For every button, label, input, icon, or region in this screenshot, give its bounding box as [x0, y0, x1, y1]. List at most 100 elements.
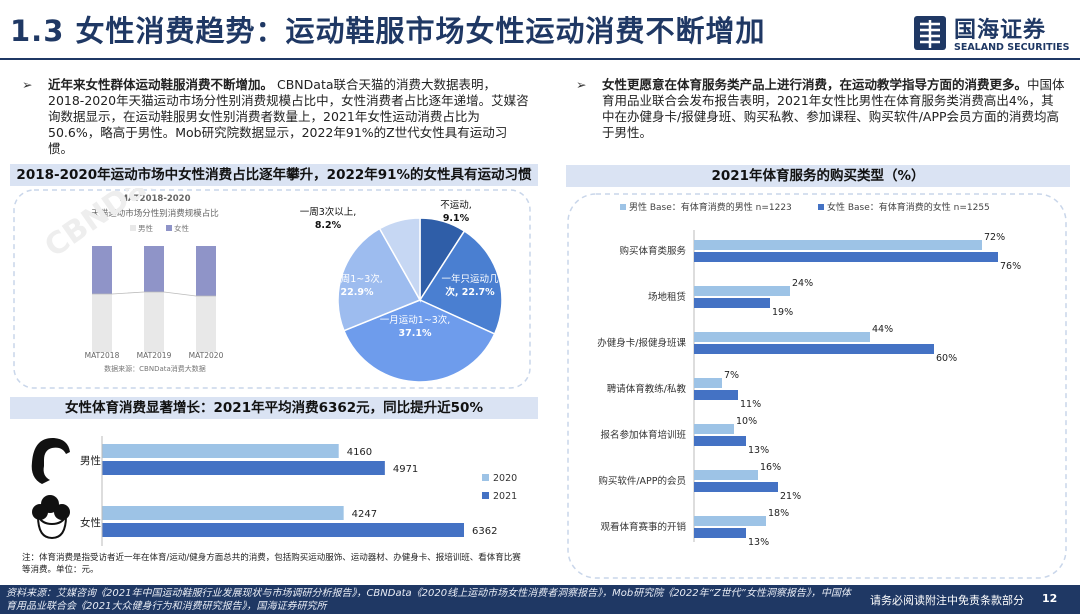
category-label: MAT2020 — [189, 351, 224, 360]
logo-english-name: SEALAND SECURITIES — [954, 42, 1070, 53]
category-label: 办健身卡/报健身班课 — [597, 337, 686, 349]
share-chart-title-1: MAT2018-2020 — [119, 194, 190, 204]
page-title: 1.3 女性消费趋势：运动鞋服市场女性运动消费不断增加 — [10, 14, 766, 48]
pie-label: 8.2% — [315, 220, 342, 231]
service-bar — [694, 436, 746, 446]
logo-chinese-name: 国海证券 — [954, 18, 1047, 43]
right-bullet: ➢ 女性更愿意在体育服务类产品上进行消费，在运动教学指导方面的消费更多。中国体育… — [576, 77, 1066, 141]
value-label: 7% — [724, 370, 739, 381]
legend-label: 2020 — [493, 473, 517, 484]
category-label: 聘请体育教练/私教 — [607, 383, 687, 395]
legend-swatch — [818, 204, 824, 210]
value-label: 13% — [748, 445, 769, 456]
right-bullet-bold: 女性更愿意在体育服务类产品上进行消费，在运动教学指导方面的消费更多。 — [602, 77, 1028, 92]
pie-label: 一周1~3次, — [331, 273, 383, 285]
chart4-band-title: 2021年体育服务的购买类型（%） — [566, 165, 1070, 187]
consumption-bar — [102, 523, 464, 537]
value-label: 19% — [772, 307, 793, 318]
pie-label: 一年只运动几 — [441, 273, 499, 285]
service-chart-legend: 男性 Base：有体育消费的男性 n=1223 女性 Base：有体育消费的女性 … — [620, 201, 990, 213]
share-bar-chart: MAT2018-2020 天猫运动市场分性别消费规模占比 CBNData 男性女… — [39, 188, 224, 373]
bar-female — [92, 246, 112, 294]
share-chart-source: 数据来源：CBNData消费大数据 — [104, 364, 206, 373]
pie-label: 37.1% — [399, 328, 432, 339]
pie-slice — [342, 299, 496, 383]
service-bar — [694, 286, 790, 296]
value-label: 6362 — [472, 526, 497, 537]
legend-label: 女性 Base：有体育消费的女性 n=1255 — [827, 201, 990, 213]
share-chart-legend: 男性 女性 — [130, 223, 189, 233]
consumption-bar — [102, 506, 344, 520]
service-bar — [694, 252, 998, 262]
value-label: 4971 — [393, 464, 418, 475]
arrow-bullet-icon: ➢ — [22, 77, 33, 92]
value-label: 4247 — [352, 509, 377, 520]
service-bar — [694, 332, 870, 342]
value-label: 11% — [740, 399, 761, 410]
category-label: 购买体育类服务 — [619, 245, 686, 257]
category-label: 购买软件/APP的会员 — [598, 475, 686, 487]
value-label: 76% — [1000, 261, 1021, 272]
pie-label: 9.1% — [443, 213, 470, 224]
chart1-panel: MAT2018-2020 天猫运动市场分性别消费规模占比 CBNData 男性女… — [13, 188, 531, 389]
arrow-bullet-icon: ➢ — [576, 77, 587, 92]
consumption-chart: 男性 4160 4971 女性 4247 6362 2020 2021 — [31, 436, 517, 546]
legend-swatch — [620, 204, 626, 210]
pie-label: 一周3次以上, — [300, 206, 357, 218]
value-label: 4160 — [347, 447, 372, 458]
legend-swatch — [130, 225, 136, 231]
chart3-band-title: 女性体育消费显著增长：2021年平均消费6362元，同比提升近50% — [10, 397, 538, 419]
pie-label: 次, 22.7% — [445, 286, 495, 298]
pie-slice — [378, 217, 421, 303]
category-label: 女性 — [80, 516, 101, 529]
pie-label: 22.9% — [341, 287, 374, 298]
service-bar — [694, 378, 722, 388]
panel-border — [13, 189, 531, 389]
consumption-bars: 男性 4160 4971 女性 4247 6362 2020 2021 — [80, 436, 517, 546]
legend-label: 男性 — [138, 223, 153, 233]
footer-disclaimer[interactable]: 请务必阅读附注中免责条款部分 — [870, 594, 1024, 607]
legend-swatch — [166, 225, 172, 231]
value-label: 18% — [768, 508, 789, 519]
footer-bar — [0, 585, 1080, 614]
left-bullet-text: CBNData联合天猫的消费大数据表明，2018-2020年天猫运动市场分性别消… — [48, 77, 529, 156]
value-label: 72% — [984, 232, 1005, 243]
consumption-bar — [102, 444, 339, 458]
service-bar — [694, 516, 766, 526]
value-label: 10% — [736, 416, 757, 427]
category-label: MAT2018 — [85, 351, 120, 360]
panel-border — [567, 193, 1067, 579]
legend-swatch — [482, 492, 489, 499]
service-bar — [694, 482, 778, 492]
category-label: MAT2019 — [137, 351, 172, 360]
value-label: 13% — [748, 537, 769, 548]
pie-slice — [418, 230, 503, 335]
service-bar — [694, 470, 758, 480]
bar-male — [196, 296, 216, 352]
share-chart-title-2: 天猫运动市场分性别消费规模占比 — [91, 208, 219, 219]
left-bullet-bold: 近年来女性群体运动鞋服消费不断增加。 — [48, 77, 274, 92]
service-bar — [694, 390, 738, 400]
service-bar — [694, 528, 746, 538]
service-bar — [694, 240, 982, 250]
share-connector-line — [92, 291, 216, 297]
footer-source: 资料来源：艾媒咨询《2021年中国运动鞋服行业发展现状与市场调研分析报告》，CB… — [6, 588, 851, 612]
value-label: 24% — [792, 278, 813, 289]
bar-male — [144, 292, 164, 352]
bar-male — [92, 294, 112, 352]
female-head-icon — [32, 495, 70, 540]
service-bar — [694, 344, 934, 354]
legend-swatch — [482, 474, 489, 481]
service-bar — [694, 424, 734, 434]
bar-female — [144, 246, 164, 292]
sealand-logo-icon — [914, 16, 946, 50]
legend-label: 男性 Base：有体育消费的男性 n=1223 — [629, 201, 792, 213]
share-chart-categories: MAT2018 MAT2019 MAT2020 — [85, 351, 224, 360]
header-divider — [0, 58, 1080, 60]
pie-slice — [337, 227, 422, 332]
legend-label: 2021 — [493, 491, 517, 502]
pie-label: 一月运动1~3次, — [380, 314, 451, 326]
share-chart-bars — [92, 246, 216, 352]
bar-female — [196, 246, 216, 296]
